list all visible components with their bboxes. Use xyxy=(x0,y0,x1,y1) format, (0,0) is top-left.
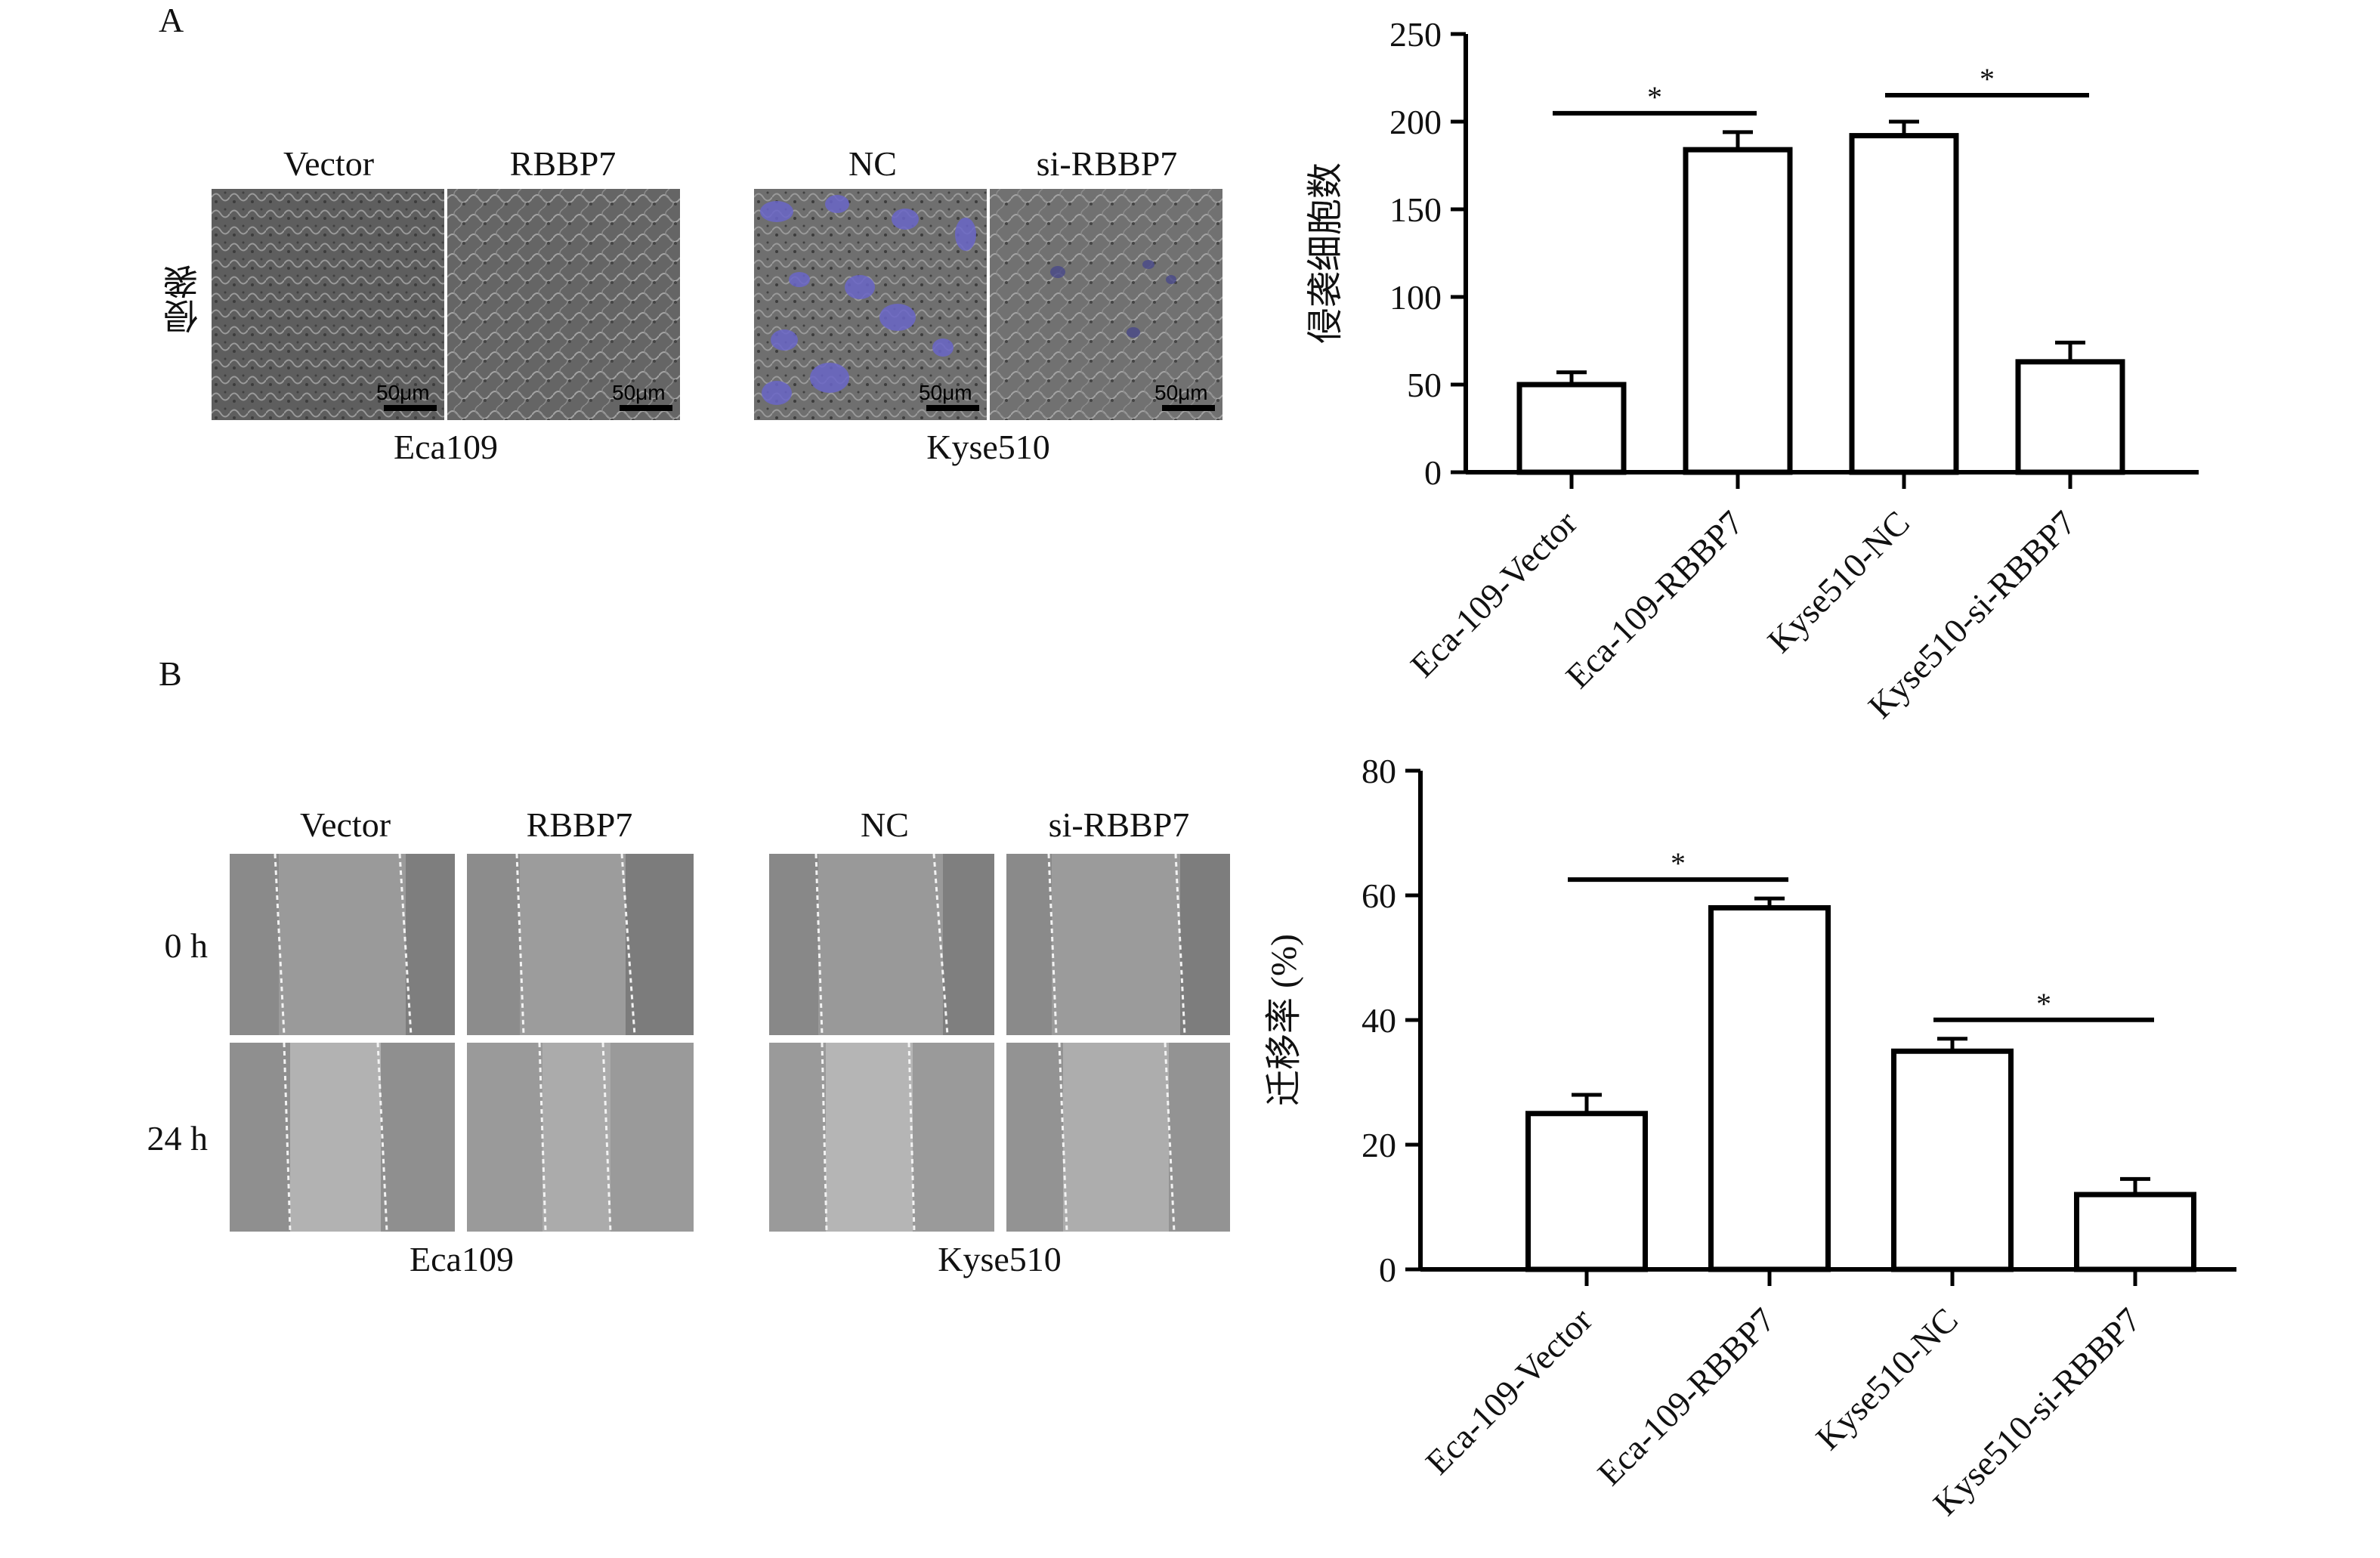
wound-image-kyse510-si-rbbp7-24h xyxy=(1006,1043,1230,1232)
y-axis-label: 侵袭细胞数 xyxy=(1306,162,1346,344)
image-label-si-rbbp7-a: si-RBBP7 xyxy=(1036,144,1178,183)
wound-image-kyse510-nc-24h xyxy=(769,1043,994,1232)
micrograph-eca109-vector: 50μm xyxy=(212,189,444,420)
y-tick-label: 150 xyxy=(1389,190,1442,229)
wound-image-eca109-vector-24h xyxy=(230,1043,455,1232)
scale-bar: 50μm xyxy=(919,381,979,411)
y-tick-label: 60 xyxy=(1362,876,1396,915)
group-caption-eca109-b: Eca109 xyxy=(410,1240,514,1278)
significance-star: * xyxy=(1671,846,1686,880)
x-tick-label: Kyse510-NC xyxy=(1808,1300,1965,1458)
y-tick-label: 200 xyxy=(1389,103,1442,141)
image-label-rbbp7-a: RBBP7 xyxy=(509,144,617,183)
significance-star: * xyxy=(1980,62,1995,96)
y-axis-label: 迁移率 (%) xyxy=(1264,934,1304,1106)
bar xyxy=(1849,133,1959,475)
y-tick-label: 40 xyxy=(1362,1001,1396,1040)
panel-letter-b: B xyxy=(159,654,182,693)
x-tick-label: Eca-109-Vector xyxy=(1418,1300,1600,1482)
wound-image-eca109-vector-0h xyxy=(230,854,455,1035)
group-caption-eca109-a: Eca109 xyxy=(394,428,498,466)
group-caption-kyse510-b: Kyse510 xyxy=(938,1240,1062,1278)
x-tick-label: Eca-109-RBBP7 xyxy=(1558,503,1751,696)
y-tick-label: 100 xyxy=(1389,278,1442,317)
timepoint-label-0h: 0 h xyxy=(164,926,209,965)
group-caption-kyse510-a: Kyse510 xyxy=(926,428,1050,466)
image-label-rbbp7-b: RBBP7 xyxy=(526,805,633,844)
bar xyxy=(2074,1192,2196,1272)
micrograph-eca109-rbbp7: 50μm xyxy=(447,189,680,420)
bar xyxy=(1891,1048,2014,1272)
x-tick-label: Eca-109-Vector xyxy=(1403,503,1584,685)
scale-bar: 50μm xyxy=(1154,381,1215,411)
bar xyxy=(1683,147,1793,475)
panel-letter-a: A xyxy=(159,1,184,39)
timepoint-label-24h: 24 h xyxy=(147,1119,209,1158)
bar xyxy=(1525,1111,1648,1272)
micrograph-kyse510-si-rbbp7: 50μm xyxy=(990,189,1222,420)
invasion-bar-chart: 0 50 100 150 200 250 侵袭细胞数 Eca-109-VectorEca-10… xyxy=(1306,15,2199,726)
wound-image-eca109-rbbp7-24h xyxy=(467,1043,694,1232)
invasion-row-label: 侵袭 xyxy=(164,264,202,334)
y-tick-label: 20 xyxy=(1362,1126,1396,1164)
significance-star: * xyxy=(2036,987,2051,1021)
bar xyxy=(1516,382,1627,475)
y-tick-label: 0 xyxy=(1424,453,1442,492)
significance-star: * xyxy=(1647,80,1662,114)
image-label-nc-a: NC xyxy=(848,144,897,183)
y-tick-label: 80 xyxy=(1362,752,1396,790)
y-tick-label: 50 xyxy=(1407,366,1442,404)
wound-image-kyse510-si-rbbp7-0h xyxy=(1006,854,1230,1035)
image-label-si-rbbp7-b: si-RBBP7 xyxy=(1048,805,1190,844)
image-label-vector-a: Vector xyxy=(283,144,375,183)
image-label-nc-b: NC xyxy=(861,805,909,844)
y-tick-label: 0 xyxy=(1379,1250,1396,1289)
bar xyxy=(1708,905,1831,1272)
bar xyxy=(2015,359,2125,475)
x-tick-label: Kyse510-NC xyxy=(1760,503,1917,660)
migration-bar-chart: 0 20 40 60 80 迁移率 (%) Eca-109-VectorEca-109-RB… xyxy=(1264,752,2236,1523)
wound-image-kyse510-nc-0h xyxy=(769,854,994,1035)
scale-bar: 50μm xyxy=(612,381,672,411)
wound-image-eca109-rbbp7-0h xyxy=(467,854,694,1035)
micrograph-kyse510-nc: 50μm xyxy=(754,189,987,420)
x-tick-label: Eca-109-RBBP7 xyxy=(1590,1300,1782,1493)
scale-bar: 50μm xyxy=(376,381,437,411)
y-tick-label: 250 xyxy=(1389,15,1442,54)
image-label-vector-b: Vector xyxy=(299,805,391,844)
